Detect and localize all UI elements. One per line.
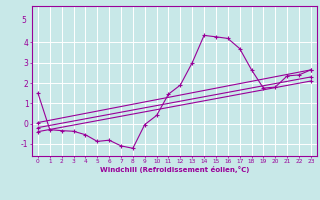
Text: 5: 5 bbox=[21, 16, 26, 25]
X-axis label: Windchill (Refroidissement éolien,°C): Windchill (Refroidissement éolien,°C) bbox=[100, 166, 249, 173]
